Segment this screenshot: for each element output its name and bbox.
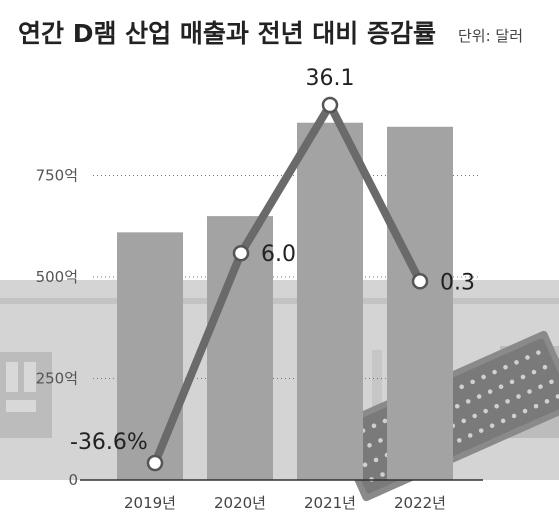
x-tick-label: 2021년	[304, 494, 356, 512]
revenue-bar	[297, 122, 363, 480]
change-rate-polyline	[151, 101, 424, 467]
point-label: -36.6%	[70, 430, 148, 455]
x-tick-label: 2019년	[124, 494, 176, 512]
x-axis-ticks: 2019년 2020년 2021년 2022년	[124, 494, 446, 512]
change-rate-point	[146, 454, 164, 472]
change-rate-point	[411, 273, 429, 290]
memory-module-left-icon	[0, 352, 52, 438]
background-band-stripe	[0, 298, 559, 304]
revenue-bar	[387, 126, 453, 480]
point-label: 0.3	[440, 270, 475, 295]
point-label: 36.1	[306, 66, 355, 91]
revenue-bar	[117, 232, 183, 480]
point-labels: -36.6% 6.0 36.1 0.3	[70, 66, 475, 455]
x-tick-label: 2022년	[394, 494, 446, 512]
change-rate-point	[321, 96, 339, 114]
y-axis-ticks: 0 250억 500억 750억	[36, 167, 78, 490]
y-tick-label: 250억	[36, 370, 78, 388]
x-tick-label: 2020년	[214, 494, 266, 512]
bars	[117, 122, 453, 480]
point-label: 6.0	[261, 242, 296, 267]
unit-label: 단위: 달러	[458, 27, 523, 45]
chart-title: 연간 D램 산업 매출과 전년 대비 증감률	[18, 19, 436, 48]
y-tick-label: 750억	[36, 167, 78, 185]
y-tick-label: 500억	[36, 268, 78, 286]
change-rate-point	[232, 244, 250, 262]
y-tick-label: 0	[68, 471, 78, 489]
background-illustration	[0, 280, 559, 502]
change-rate-line	[146, 96, 429, 472]
